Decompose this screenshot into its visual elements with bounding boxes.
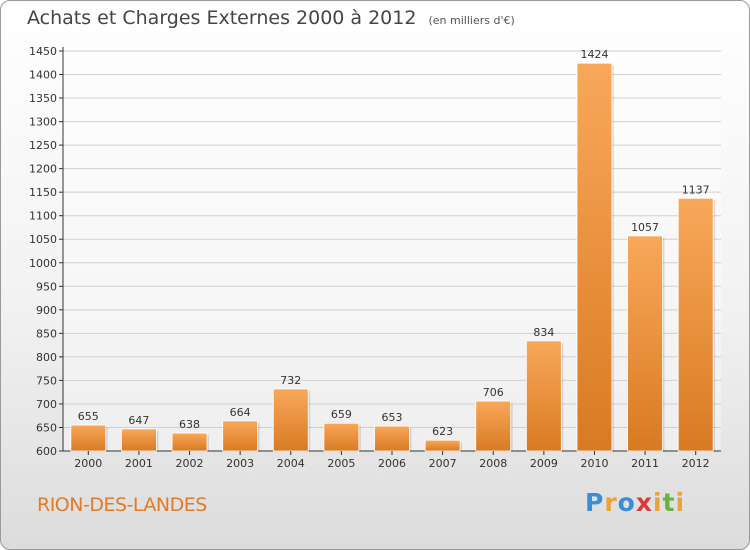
bar-value-label: 732 [280, 374, 301, 387]
y-tick-label: 900 [36, 304, 57, 317]
bar-value-label: 834 [533, 326, 554, 339]
logo-letter: i [653, 488, 663, 517]
x-tick-label: 2009 [530, 457, 558, 470]
bar [677, 197, 714, 452]
logo-letter: x [635, 488, 653, 517]
logo-letter: r [604, 488, 618, 517]
bar-value-label: 1137 [682, 183, 710, 196]
bar [525, 340, 562, 452]
bar [222, 420, 259, 452]
chart-units: (en milliers d'€) [428, 14, 515, 27]
logo-letter: i [675, 488, 686, 517]
bar [627, 235, 663, 452]
bar [424, 439, 461, 452]
bar-value-label: 706 [483, 386, 504, 399]
bar-value-label: 638 [179, 418, 200, 431]
bar-value-label: 664 [230, 406, 251, 419]
logo-letter: P [585, 488, 605, 517]
y-tick-label: 1350 [29, 92, 57, 105]
y-tick-label: 800 [36, 351, 57, 364]
x-tick-label: 2004 [277, 457, 305, 470]
plot-area [63, 51, 721, 451]
logo-letter: o [617, 488, 636, 517]
bar-value-label: 659 [331, 408, 352, 421]
y-tick-label: 1000 [29, 257, 57, 270]
y-tick-label: 750 [36, 374, 57, 387]
y-tick-label: 700 [36, 398, 57, 411]
y-tick-label: 1100 [29, 210, 57, 223]
x-tick-label: 2011 [631, 457, 659, 470]
bar [576, 62, 613, 452]
y-tick-label: 600 [36, 445, 57, 458]
x-tick-label: 2010 [580, 457, 608, 470]
y-tick-label: 850 [36, 327, 57, 340]
y-tick-label: 1200 [29, 163, 57, 176]
bar [475, 400, 512, 452]
place-name: RION-DES-LANDES [37, 494, 207, 516]
bar [374, 425, 410, 452]
x-tick-label: 2005 [327, 457, 355, 470]
chart-title-text: Achats et Charges Externes 2000 à 2012 [27, 7, 417, 29]
y-tick-label: 950 [36, 280, 57, 293]
bar [121, 428, 157, 452]
y-tick-label: 650 [36, 421, 57, 434]
x-tick-label: 2012 [682, 457, 710, 470]
x-tick-label: 2002 [176, 457, 204, 470]
chart-title: Achats et Charges Externes 2000 à 2012 (… [27, 7, 515, 29]
bar-value-label: 655 [78, 410, 99, 423]
bar [70, 424, 107, 452]
y-tick-label: 1300 [29, 116, 57, 129]
x-tick-label: 2001 [125, 457, 153, 470]
bar-value-label: 623 [432, 425, 453, 438]
y-tick-label: 1450 [29, 45, 57, 58]
x-tick-label: 2007 [429, 457, 457, 470]
y-tick-label: 1250 [29, 139, 57, 152]
bar-value-label: 647 [128, 414, 149, 427]
x-tick-label: 2000 [74, 457, 102, 470]
x-tick-label: 2003 [226, 457, 254, 470]
bar-value-label: 1057 [631, 221, 659, 234]
bar-value-label: 653 [382, 411, 403, 424]
bar-value-label: 1424 [580, 48, 608, 61]
x-tick-label: 2006 [378, 457, 406, 470]
y-tick-label: 1050 [29, 233, 57, 246]
y-tick-label: 1150 [29, 186, 57, 199]
bar [323, 422, 360, 452]
bar [171, 432, 208, 452]
bar [272, 388, 309, 452]
logo-letter: t [662, 488, 676, 517]
y-tick-label: 1400 [29, 69, 57, 82]
proxiti-logo: Proxiti [585, 488, 685, 517]
x-tick-label: 2008 [479, 457, 507, 470]
